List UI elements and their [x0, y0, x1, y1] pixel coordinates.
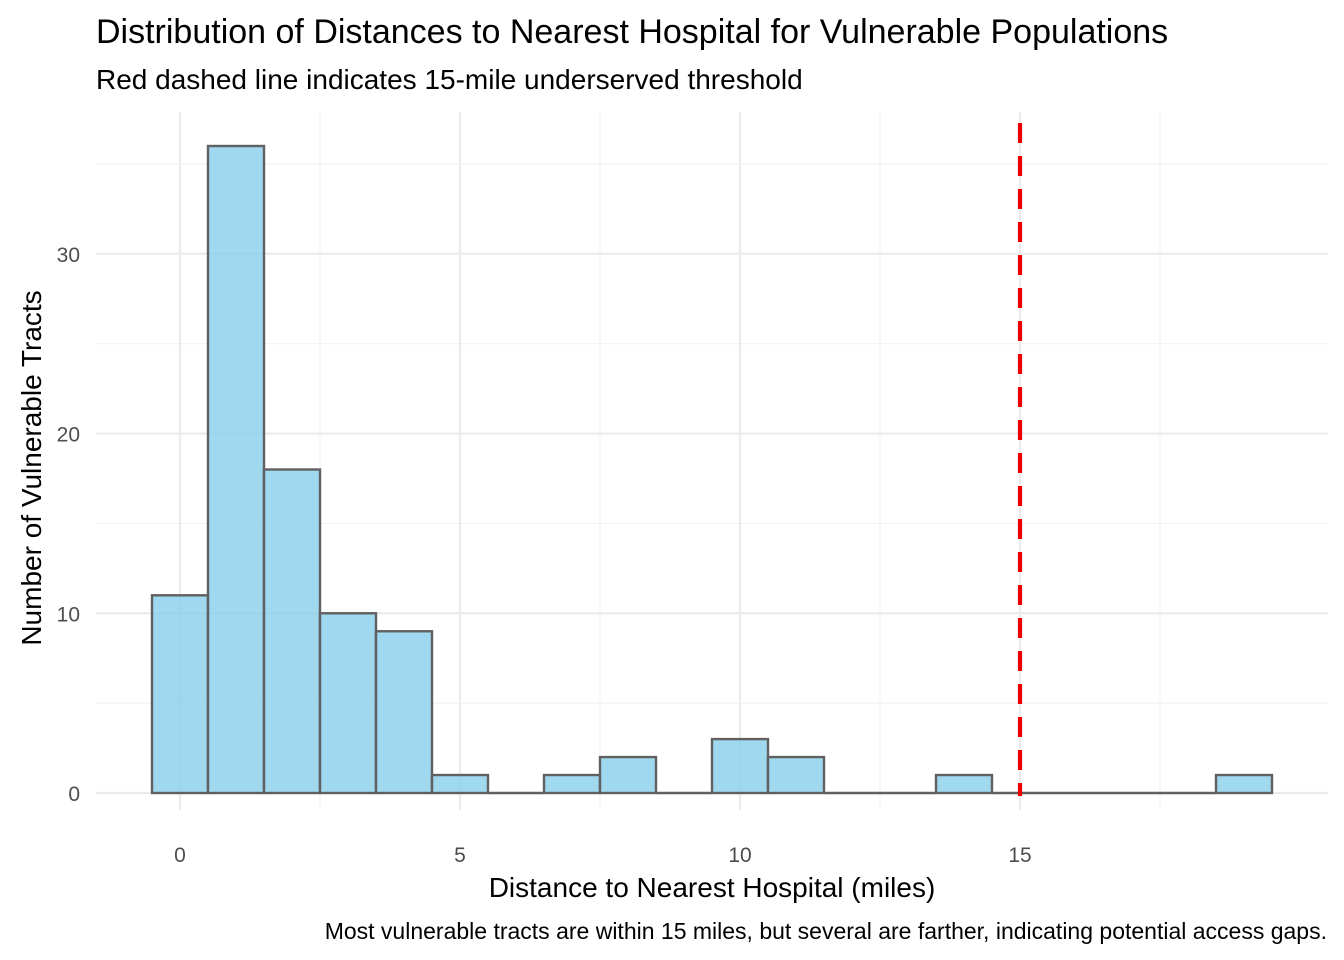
histogram-bar [206, 144, 266, 795]
chart-caption: Most vulnerable tracts are within 15 mil… [324, 918, 1327, 944]
histogram-bar [374, 630, 434, 795]
y-tick-label: 20 [57, 424, 80, 447]
histogram-bar [934, 773, 994, 795]
x-axis-title: Distance to Nearest Hospital (miles) [489, 872, 936, 903]
y-axis-title: Number of Vulnerable Tracts [16, 290, 47, 645]
histogram-bar [710, 737, 770, 795]
histogram-bar [598, 755, 658, 795]
histogram-bar [542, 773, 602, 795]
histogram-bar [150, 594, 210, 795]
y-axis-ticks: 0 10 20 30 [57, 244, 80, 806]
x-axis-ticks: 0 5 10 15 [174, 844, 1032, 867]
histogram-bars [150, 144, 1274, 795]
chart-subtitle: Red dashed line indicates 15-mile unders… [96, 64, 803, 95]
x-tick-label: 10 [728, 844, 751, 867]
histogram-bar [262, 468, 322, 795]
x-tick-label: 15 [1008, 844, 1031, 867]
histogram-bar [318, 612, 378, 795]
y-tick-label: 0 [68, 783, 80, 806]
y-tick-label: 30 [57, 244, 80, 267]
chart-title: Distribution of Distances to Nearest Hos… [96, 13, 1169, 51]
histogram-bar [1214, 773, 1274, 795]
y-tick-label: 10 [57, 603, 80, 626]
histogram-bar [430, 773, 490, 795]
x-tick-label: 0 [174, 844, 186, 867]
histogram-bar [766, 755, 826, 795]
x-tick-label: 5 [454, 844, 466, 867]
